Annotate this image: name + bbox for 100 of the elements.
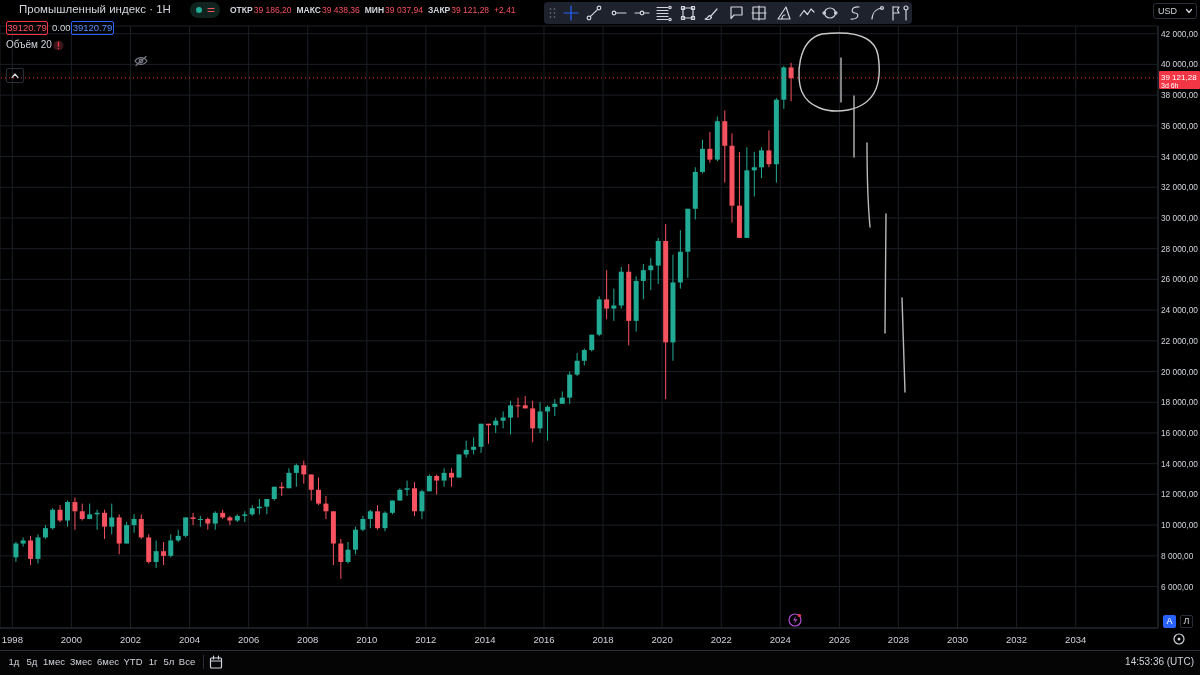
candlestick xyxy=(382,510,388,532)
candlestick xyxy=(138,513,144,540)
candlestick xyxy=(707,131,713,164)
candlestick xyxy=(183,516,189,538)
text: 39 037,94 xyxy=(385,5,423,15)
candlestick xyxy=(456,453,462,478)
y-tick-label: 40 000,00 xyxy=(1161,59,1199,70)
candlestick xyxy=(515,397,521,419)
y-tick-label: 36 000,00 xyxy=(1161,120,1199,131)
candlestick xyxy=(699,139,705,174)
text: 39 438,36 xyxy=(321,5,360,15)
x-tick-label: 2000 xyxy=(60,633,82,645)
x-tick-label: 1998 xyxy=(1,633,23,645)
y-tick-label: 34 000,00 xyxy=(1161,151,1199,162)
text: 6мес xyxy=(97,656,119,667)
candlestick xyxy=(441,467,447,488)
candlestick xyxy=(35,533,41,564)
y-tick-label: 22 000,00 xyxy=(1161,335,1199,346)
x-tick-label: 2016 xyxy=(533,633,555,645)
candlestick xyxy=(404,480,410,497)
y-tick-label: 16 000,00 xyxy=(1161,427,1199,438)
candlestick xyxy=(72,496,78,531)
candlestick xyxy=(293,463,299,488)
x-tick-label: 2010 xyxy=(356,633,378,645)
y-tick-label: 10 000,00 xyxy=(1161,520,1199,531)
text: 39 121,28 xyxy=(451,5,490,15)
candlestick xyxy=(500,410,506,429)
y-tick-label: 42 000,00 xyxy=(1161,28,1199,39)
candlestick xyxy=(168,533,174,558)
x-tick-label: 2014 xyxy=(474,633,496,645)
price-box: 39120.79 xyxy=(71,21,114,35)
candlestick xyxy=(537,401,543,434)
x-tick-label: 2026 xyxy=(828,633,850,645)
y-tick-label: 28 000,00 xyxy=(1161,243,1199,254)
candlestick xyxy=(109,503,115,535)
candlestick xyxy=(124,521,130,545)
candlestick xyxy=(316,477,322,506)
x-tick-label: 2008 xyxy=(297,633,319,645)
candlestick xyxy=(478,423,484,454)
candlestick xyxy=(367,509,373,529)
text: МАКС xyxy=(296,5,321,15)
x-tick-label: 2032 xyxy=(1006,633,1028,645)
candlestick xyxy=(102,509,108,540)
candlestick xyxy=(301,460,307,485)
text: ЗАКР xyxy=(427,5,451,15)
candlestick xyxy=(13,541,19,563)
candlestick xyxy=(751,151,757,197)
text: 5д xyxy=(26,656,38,667)
candlestick xyxy=(611,288,617,322)
candlestick xyxy=(153,539,159,569)
x-tick-label: 2006 xyxy=(238,633,260,645)
x-tick-label: 2020 xyxy=(651,633,673,645)
candlestick xyxy=(308,473,314,502)
y-tick-label: 12 000,00 xyxy=(1161,489,1199,500)
candlestick xyxy=(788,62,794,102)
scale-button: Л xyxy=(1180,615,1193,628)
x-tick-label: 2018 xyxy=(592,633,614,645)
text: 1г xyxy=(148,656,158,667)
candlestick xyxy=(197,515,203,528)
y-tick-label: 24 000,00 xyxy=(1161,305,1199,316)
candlestick xyxy=(345,541,351,564)
x-tick-label: 2012 xyxy=(415,633,437,645)
text: ОТКР xyxy=(230,5,253,15)
candlestick xyxy=(530,400,536,443)
candlestick xyxy=(375,504,381,531)
x-tick-label: 2028 xyxy=(887,633,909,645)
y-tick-label: 20 000,00 xyxy=(1161,366,1199,377)
candlestick xyxy=(508,400,514,435)
candlestick xyxy=(604,269,610,320)
x-tick-label: 2024 xyxy=(769,633,791,645)
candlestick xyxy=(212,510,218,531)
candlestick xyxy=(131,513,137,534)
candlestick xyxy=(567,371,573,405)
candlestick xyxy=(574,352,580,377)
x-tick-label: 2034 xyxy=(1065,633,1087,645)
candlestick xyxy=(412,481,417,517)
candlestick xyxy=(227,515,233,526)
candlestick xyxy=(65,500,71,528)
ref-line-label: 39 121,28 xyxy=(1161,73,1198,83)
text: +2,41 xyxy=(494,5,516,15)
candlestick xyxy=(434,473,440,495)
text: YTD xyxy=(123,656,143,667)
text: 5л xyxy=(163,656,175,667)
scale-button: A xyxy=(1163,615,1176,628)
candlestick xyxy=(640,263,646,300)
text: Все xyxy=(178,656,196,667)
chart-title: Промышленный индекс · 1Н xyxy=(19,3,171,15)
text: МИН xyxy=(364,5,385,15)
price-box: 39120.79 xyxy=(6,21,48,35)
candlestick xyxy=(759,146,764,179)
candlestick xyxy=(161,541,167,566)
text: 14:53:36 (UTC) xyxy=(1124,656,1194,667)
text: 1д xyxy=(8,656,20,667)
y-tick-label: 14 000,00 xyxy=(1161,458,1199,469)
candlestick xyxy=(28,535,34,566)
candlestick xyxy=(449,467,455,488)
y-tick-label: 18 000,00 xyxy=(1161,397,1199,408)
candlestick xyxy=(419,489,425,520)
annotation: Объём 20 xyxy=(6,39,52,50)
candlestick xyxy=(190,512,196,526)
